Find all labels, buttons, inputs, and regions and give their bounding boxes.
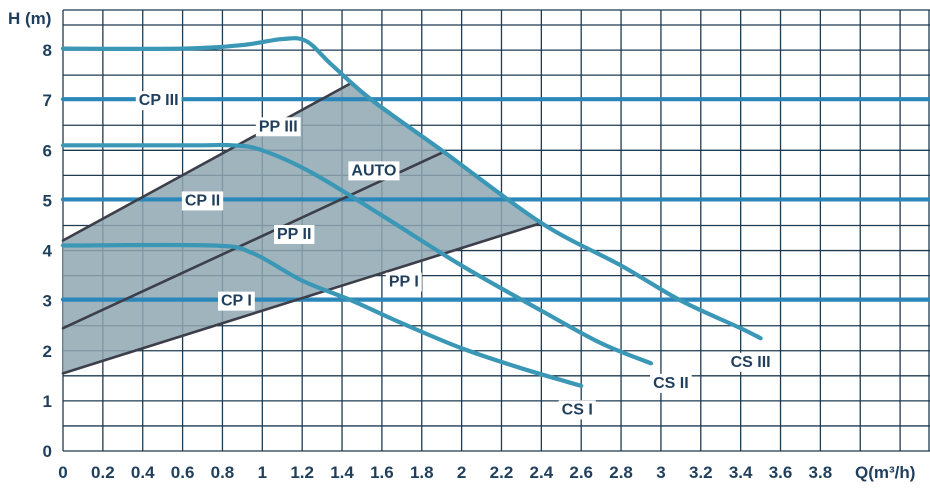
curve-label-box [348, 161, 400, 181]
series-pp3 [61, 81, 354, 242]
x-tick-label: 2.2 [490, 463, 514, 482]
y-tick-label: 8 [43, 41, 52, 60]
series-pp2 [61, 151, 443, 330]
curve-label: AUTO [348, 161, 400, 181]
y-tick-label: 3 [43, 292, 52, 311]
y-tick-label: 0 [43, 442, 52, 461]
series-cs1 [60, 242, 584, 388]
x-tick-label: 3.6 [769, 463, 793, 482]
curve-label-text: PP II [277, 226, 311, 243]
curve-label-text: PP I [389, 274, 419, 291]
x-tick-label: 1.8 [410, 463, 434, 482]
x-tick-label: 3.2 [689, 463, 713, 482]
x-tick-label: 2.8 [609, 463, 633, 482]
y-axis-label: H (m) [8, 9, 51, 28]
x-axis-label: Q(m³/h) [855, 463, 915, 482]
x-tick-label: 3 [656, 463, 665, 482]
y-tick-label: 4 [43, 242, 53, 261]
curve-label-box [558, 400, 596, 420]
x-tick-label: 1.2 [290, 463, 314, 482]
y-tick-label: 5 [43, 191, 52, 210]
curve-label: PP I [385, 272, 422, 292]
curve-labels: CP III PP III AUTO CP II PP II PP I CP I CS I CS… [135, 91, 774, 420]
curve-label-text: CP II [185, 192, 220, 209]
series-cs2 [60, 142, 654, 366]
x-tick-label: 2 [457, 463, 466, 482]
curve-label-box [135, 91, 182, 111]
curve-label-box [727, 352, 774, 372]
y-tick-label: 7 [43, 91, 52, 110]
curve-label-text: CS II [653, 375, 689, 392]
curve-label: PP III [255, 117, 301, 137]
curve-label-box [217, 291, 255, 311]
y-tick-label: 2 [43, 342, 52, 361]
x-tick-label: 1 [258, 463, 267, 482]
series-cs3 [60, 36, 763, 341]
curve-label: CP I [217, 291, 255, 311]
curve-label: CS III [727, 352, 774, 372]
curve-label: CP III [135, 91, 182, 111]
x-tick-label: 3.4 [729, 463, 753, 482]
axes: 0 0.2 0.4 0.6 0.8 1 1.2 1.4 1.6 1.8 2 2.2 2.4 2.6 2.8 3… [43, 41, 833, 482]
curve-label-text: CS III [731, 354, 771, 371]
curve-label: CS II [650, 373, 692, 393]
series-layer [60, 36, 930, 388]
curve-label-text: PP III [259, 118, 298, 135]
x-tick-label: 2.4 [530, 463, 554, 482]
x-tick-label: 3.8 [809, 463, 833, 482]
curve-label-box [385, 272, 422, 292]
curve-label-box [274, 225, 315, 245]
curve-label-box [650, 373, 692, 393]
x-tick-label: 0.8 [211, 463, 235, 482]
x-tick-label: 0.2 [91, 463, 115, 482]
x-tick-label: 1.4 [330, 463, 354, 482]
curve-label: PP II [274, 225, 315, 245]
curve-label-box [181, 191, 224, 211]
curve-label: CS I [558, 400, 596, 420]
curve-label-text: CP I [221, 293, 252, 310]
x-tick-label: 0 [58, 463, 67, 482]
curve-label: CP II [181, 191, 224, 211]
curve-label-text: CP III [139, 92, 179, 109]
curve-label-box [255, 117, 301, 137]
curve-label-text: CS I [562, 401, 593, 418]
curve-label-text: AUTO [351, 162, 396, 179]
y-tick-label: 6 [43, 141, 52, 160]
x-tick-label: 0.6 [171, 463, 195, 482]
x-tick-label: 0.4 [131, 463, 155, 482]
series-pp1 [61, 221, 543, 375]
x-tick-label: 2.6 [569, 463, 593, 482]
y-tick-label: 1 [43, 392, 52, 411]
x-tick-label: 1.6 [370, 463, 394, 482]
